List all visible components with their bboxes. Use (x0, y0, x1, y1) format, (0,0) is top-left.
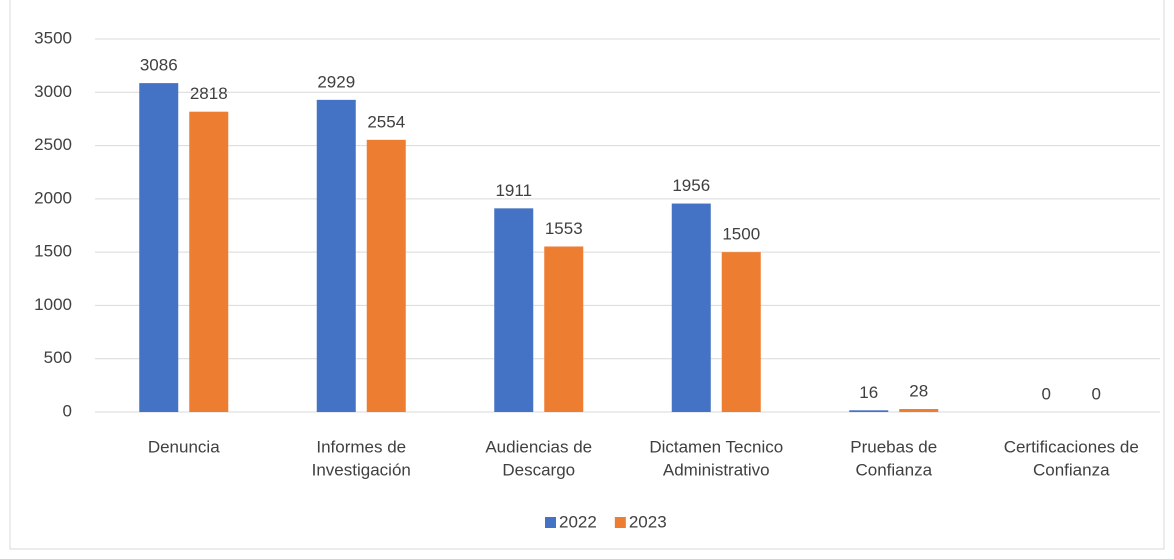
value-label: 1911 (495, 181, 532, 200)
value-label: 16 (859, 383, 878, 402)
value-label: 1500 (722, 225, 760, 244)
y-tick-label: 0 (63, 401, 72, 420)
legend-swatch (545, 517, 556, 528)
bar (139, 83, 179, 412)
x-tick-label: Confianza (1033, 460, 1110, 479)
x-tick-label: Dictamen Tecnico (649, 437, 783, 456)
bar (189, 111, 229, 413)
y-tick-label: 1000 (34, 295, 72, 314)
value-label: 2554 (367, 112, 405, 131)
x-tick-label: Certificaciones de (1004, 437, 1139, 456)
x-tick-label: Administrativo (663, 460, 770, 479)
x-tick-label: Confianza (855, 460, 932, 479)
y-tick-label: 2500 (34, 135, 72, 154)
x-tick-label: Investigación (312, 460, 411, 479)
bar (366, 139, 406, 412)
legend-label: 2022 (559, 512, 597, 531)
bar (849, 410, 889, 412)
bar (721, 252, 761, 412)
x-tick-label: Descargo (502, 460, 575, 479)
y-tick-label: 2000 (34, 188, 72, 207)
value-label: 0 (1092, 384, 1101, 403)
x-tick-label: Denuncia (148, 437, 220, 456)
chart-border (9, 0, 1165, 550)
bar (316, 99, 356, 412)
value-label: 1956 (672, 176, 710, 195)
value-label: 1553 (545, 219, 583, 238)
value-label: 0 (1042, 384, 1051, 403)
y-tick-label: 500 (44, 348, 72, 367)
y-tick-label: 1500 (34, 242, 72, 261)
value-label: 3086 (140, 56, 178, 75)
bar (671, 203, 711, 412)
bar (544, 246, 584, 412)
y-tick-label: 3000 (34, 82, 72, 101)
bar (899, 409, 939, 412)
x-tick-label: Audiencias de (485, 437, 592, 456)
y-tick-label: 3500 (34, 28, 72, 47)
legend-swatch (614, 517, 626, 528)
legend-label: 2023 (629, 512, 667, 531)
x-tick-label: Informes de (316, 437, 406, 456)
value-label: 28 (909, 382, 928, 401)
bar (494, 208, 534, 412)
x-tick-label: Pruebas de (850, 437, 937, 456)
value-label: 2818 (190, 84, 228, 103)
value-label: 2929 (317, 72, 355, 91)
